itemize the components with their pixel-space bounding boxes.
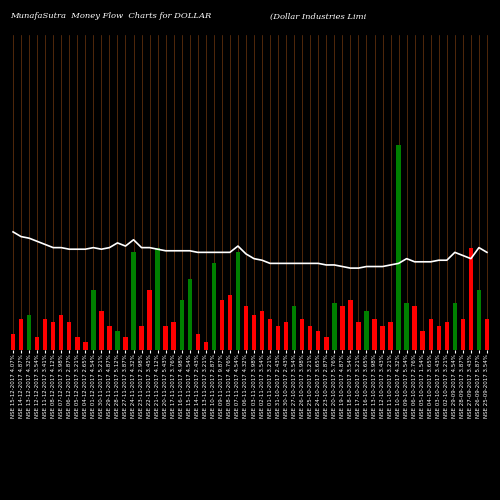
Bar — [460, 318, 465, 350]
Bar — [380, 326, 385, 350]
Bar — [164, 326, 168, 350]
Bar — [485, 318, 489, 350]
Bar — [156, 248, 160, 350]
Text: MunafaSutra  Money Flow  Charts for DOLLAR: MunafaSutra Money Flow Charts for DOLLAR — [10, 12, 211, 20]
Bar — [332, 303, 336, 350]
Bar — [444, 322, 449, 350]
Bar — [412, 306, 417, 350]
Bar — [91, 290, 96, 350]
Bar — [99, 310, 103, 350]
Bar — [172, 322, 176, 350]
Bar — [51, 322, 56, 350]
Bar — [404, 303, 409, 350]
Bar — [300, 318, 304, 350]
Bar — [35, 338, 40, 350]
Bar — [115, 331, 119, 350]
Bar — [43, 318, 48, 350]
Bar — [75, 338, 80, 350]
Bar — [284, 322, 288, 350]
Bar — [372, 318, 376, 350]
Bar — [252, 316, 256, 350]
Bar — [27, 316, 32, 350]
Bar — [428, 318, 433, 350]
Bar — [348, 300, 352, 350]
Bar — [236, 252, 240, 350]
Bar — [244, 306, 248, 350]
Bar — [476, 290, 481, 350]
Bar — [212, 264, 216, 350]
Bar — [420, 331, 425, 350]
Bar — [452, 303, 457, 350]
Bar — [268, 318, 272, 350]
Bar — [364, 310, 368, 350]
Bar — [188, 279, 192, 350]
Bar — [220, 300, 224, 350]
Bar — [276, 326, 280, 350]
Bar — [468, 248, 473, 350]
Bar — [196, 334, 200, 350]
Bar — [308, 326, 312, 350]
Bar — [180, 300, 184, 350]
Bar — [59, 316, 64, 350]
Bar — [67, 322, 71, 350]
Bar — [436, 326, 441, 350]
Bar — [388, 322, 393, 350]
Bar — [316, 331, 320, 350]
Bar — [124, 338, 128, 350]
Text: (Dollar Industries Limi: (Dollar Industries Limi — [270, 12, 366, 20]
Bar — [228, 295, 232, 350]
Bar — [132, 252, 136, 350]
Bar — [340, 306, 344, 350]
Bar — [204, 342, 208, 350]
Bar — [107, 326, 112, 350]
Bar — [148, 290, 152, 350]
Bar — [11, 334, 15, 350]
Bar — [19, 318, 24, 350]
Bar — [356, 322, 360, 350]
Bar — [324, 338, 328, 350]
Bar — [140, 326, 144, 350]
Bar — [260, 310, 264, 350]
Bar — [396, 145, 401, 350]
Bar — [292, 306, 296, 350]
Bar — [83, 342, 87, 350]
